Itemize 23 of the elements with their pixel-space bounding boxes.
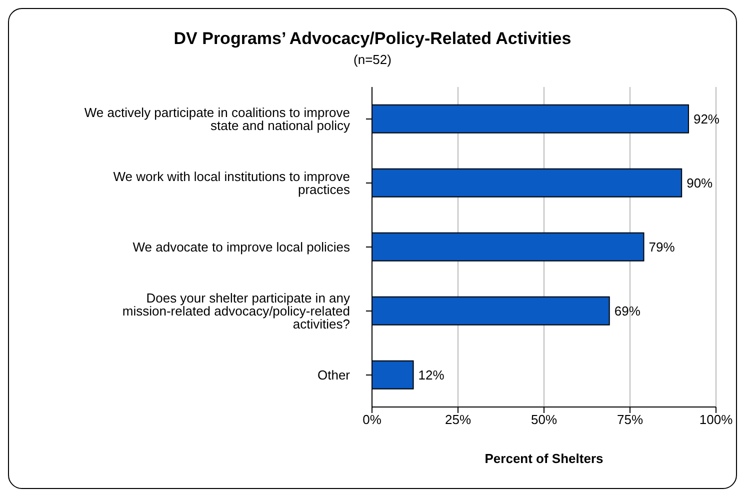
- x-tick-label: 0%: [362, 412, 382, 428]
- y-tick-label: We advocate to improve local policies: [132, 240, 350, 255]
- x-axis-title: Percent of Shelters: [484, 451, 604, 466]
- data-label: 92%: [693, 112, 720, 127]
- chart-title: DV Programs’ Advocacy/Policy-Related Activities: [172, 29, 572, 49]
- y-tick-label: Does your shelter participate in any mission-related advocacy/policy-related activities?: [122, 290, 350, 332]
- x-tick-label: 75%: [616, 412, 644, 428]
- y-tick-label: We work with local institutions to improve practices: [113, 169, 350, 198]
- y-tick-label: Other: [317, 368, 351, 383]
- data-label: 90%: [686, 176, 714, 191]
- bar: [372, 168, 682, 198]
- x-tick-label: 50%: [530, 412, 558, 428]
- bar: [372, 104, 689, 134]
- x-tick-label: 25%: [444, 412, 472, 428]
- x-tick-label: 100%: [699, 412, 734, 428]
- bar: [372, 360, 414, 390]
- y-tick-label: We actively participate in coalitions to improve state and national policy: [84, 105, 350, 134]
- bar: [372, 296, 610, 326]
- bar: [372, 232, 644, 262]
- chart-subtitle: (n=52): [352, 52, 392, 67]
- data-label: 79%: [648, 240, 676, 255]
- data-label: 12%: [418, 368, 445, 383]
- data-label: 69%: [614, 304, 641, 319]
